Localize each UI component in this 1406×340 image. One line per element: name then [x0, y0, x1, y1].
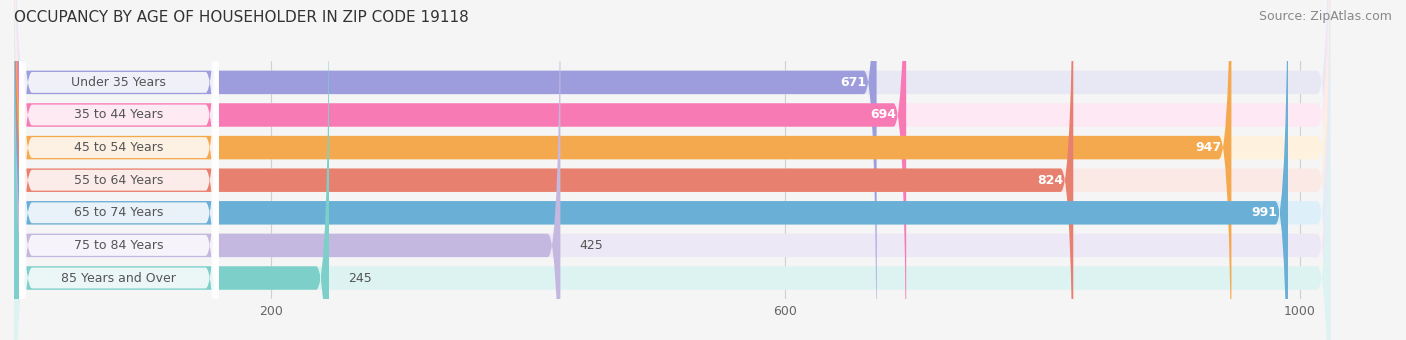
FancyBboxPatch shape: [14, 0, 1232, 340]
Text: 75 to 84 Years: 75 to 84 Years: [75, 239, 163, 252]
Text: 991: 991: [1251, 206, 1278, 219]
Text: Under 35 Years: Under 35 Years: [72, 76, 166, 89]
Text: 55 to 64 Years: 55 to 64 Years: [75, 174, 163, 187]
Text: 694: 694: [870, 108, 896, 121]
FancyBboxPatch shape: [20, 0, 218, 340]
FancyBboxPatch shape: [14, 0, 1330, 340]
FancyBboxPatch shape: [14, 0, 1330, 340]
Text: 85 Years and Over: 85 Years and Over: [62, 272, 176, 285]
FancyBboxPatch shape: [20, 0, 218, 340]
Text: 35 to 44 Years: 35 to 44 Years: [75, 108, 163, 121]
FancyBboxPatch shape: [20, 0, 218, 340]
Text: 671: 671: [841, 76, 866, 89]
FancyBboxPatch shape: [14, 0, 1330, 340]
FancyBboxPatch shape: [14, 0, 1330, 340]
FancyBboxPatch shape: [20, 0, 218, 340]
Text: 65 to 74 Years: 65 to 74 Years: [75, 206, 163, 219]
FancyBboxPatch shape: [14, 0, 1330, 340]
FancyBboxPatch shape: [14, 0, 329, 340]
FancyBboxPatch shape: [20, 0, 218, 340]
Text: 45 to 54 Years: 45 to 54 Years: [75, 141, 163, 154]
Text: 245: 245: [349, 272, 373, 285]
Text: OCCUPANCY BY AGE OF HOUSEHOLDER IN ZIP CODE 19118: OCCUPANCY BY AGE OF HOUSEHOLDER IN ZIP C…: [14, 10, 468, 25]
FancyBboxPatch shape: [14, 0, 1330, 340]
FancyBboxPatch shape: [14, 0, 1073, 340]
Text: 947: 947: [1195, 141, 1222, 154]
FancyBboxPatch shape: [14, 0, 907, 340]
FancyBboxPatch shape: [14, 0, 1330, 340]
FancyBboxPatch shape: [20, 0, 218, 340]
FancyBboxPatch shape: [20, 0, 218, 340]
FancyBboxPatch shape: [14, 0, 561, 340]
Text: 824: 824: [1036, 174, 1063, 187]
FancyBboxPatch shape: [14, 0, 1288, 340]
FancyBboxPatch shape: [14, 0, 876, 340]
Text: Source: ZipAtlas.com: Source: ZipAtlas.com: [1258, 10, 1392, 23]
Text: 425: 425: [579, 239, 603, 252]
